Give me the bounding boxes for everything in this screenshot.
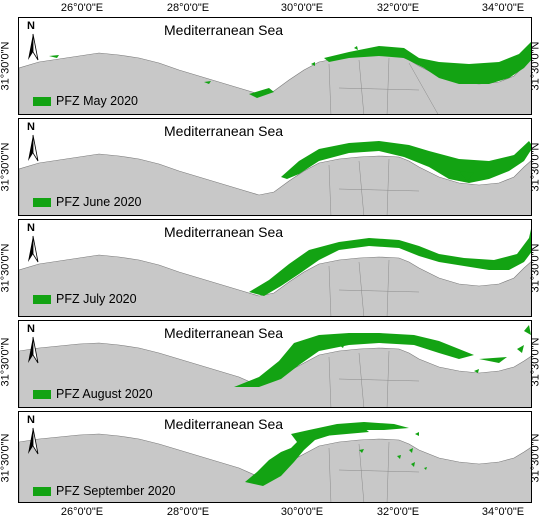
map-canvas-june xyxy=(19,141,531,215)
lat-label-right-june: 31°30'0"N xyxy=(529,142,542,192)
map-panel-may: N Mediterranean Sea PFZ May 2020 xyxy=(18,17,532,115)
map-canvas-august xyxy=(19,325,531,407)
lon-tick-bottom-32: 32°0'0"E xyxy=(376,506,420,518)
north-letter-august: N xyxy=(27,323,35,335)
legend-swatch-may xyxy=(33,96,51,106)
lat-label-left-june: 31°30'0"N xyxy=(0,142,12,192)
pfz-september xyxy=(245,422,409,486)
land-july xyxy=(19,254,531,316)
legend-swatch-august xyxy=(33,389,51,399)
legend-swatch-september xyxy=(33,486,51,496)
lon-tick-top-32: 32°0'0"E xyxy=(376,2,420,14)
land-august xyxy=(19,342,531,407)
north-letter-september: N xyxy=(27,414,35,426)
lat-label-left-august: 31°30'0"N xyxy=(0,337,12,387)
lon-tick-bottom-28: 28°0'0"E xyxy=(166,506,210,518)
lon-tick-bottom-34: 34°0'0"E xyxy=(481,506,525,518)
map-panel-august: N Mediterranean Sea PFZ August 2020 xyxy=(18,320,532,408)
legend-swatch-june xyxy=(33,197,51,207)
north-arrow-icon-july: N xyxy=(23,222,43,266)
north-letter-may: N xyxy=(27,20,35,32)
lat-label-right-may: 31°30'0"N xyxy=(529,41,542,91)
legend-text-july: PFZ July 2020 xyxy=(56,292,137,306)
lon-tick-bottom-26: 26°0'0"E xyxy=(60,506,104,518)
map-panel-july: N Mediterranean Sea PFZ July 2020 xyxy=(18,219,532,317)
sea-label-may: Mediterranean Sea xyxy=(164,22,284,38)
north-letter-june: N xyxy=(27,121,35,133)
sea-label-september: Mediterranean Sea xyxy=(164,416,284,432)
lon-tick-top-34: 34°0'0"E xyxy=(481,2,525,14)
pfz-august xyxy=(234,333,474,387)
north-letter-july: N xyxy=(27,222,35,234)
legend-august: PFZ August 2020 xyxy=(33,387,153,401)
legend-july: PFZ July 2020 xyxy=(33,292,137,306)
pfz-may xyxy=(324,42,531,84)
lat-label-left-september: 31°30'0"N xyxy=(0,433,12,483)
lon-tick-top-28: 28°0'0"E xyxy=(166,2,210,14)
lon-tick-top-26: 26°0'0"E xyxy=(60,2,104,14)
legend-text-june: PFZ June 2020 xyxy=(56,195,142,209)
lat-label-right-september: 31°30'0"N xyxy=(529,433,542,483)
legend-september: PFZ September 2020 xyxy=(33,484,176,498)
land-september xyxy=(19,433,531,502)
legend-text-may: PFZ May 2020 xyxy=(56,94,138,108)
lat-label-left-july: 31°30'0"N xyxy=(0,243,12,293)
map-panel-june: N Mediterranean Sea PFZ June 2020 xyxy=(18,118,532,216)
north-arrow-icon-august: N xyxy=(23,323,43,367)
north-arrow-icon-june: N xyxy=(23,121,43,165)
lon-tick-top-30: 30°0'0"E xyxy=(280,2,324,14)
north-arrow-icon-may: N xyxy=(23,20,43,64)
sea-label-august: Mediterranean Sea xyxy=(164,325,284,341)
legend-june: PFZ June 2020 xyxy=(33,195,141,209)
lon-tick-bottom-30: 30°0'0"E xyxy=(280,506,324,518)
lat-label-right-august: 31°30'0"N xyxy=(529,337,542,387)
map-canvas-september xyxy=(19,422,531,502)
sea-label-june: Mediterranean Sea xyxy=(164,123,284,139)
sea-label-july: Mediterranean Sea xyxy=(164,224,284,240)
lat-label-left-may: 31°30'0"N xyxy=(0,41,12,91)
pfz-july xyxy=(249,229,531,296)
legend-text-september: PFZ September 2020 xyxy=(56,484,176,498)
map-canvas-may xyxy=(19,42,531,114)
legend-swatch-july xyxy=(33,294,51,304)
map-panel-september: N Mediterranean Sea PFZ September 2020 xyxy=(18,411,532,503)
land-june xyxy=(19,153,531,215)
legend-text-august: PFZ August 2020 xyxy=(56,387,153,401)
legend-may: PFZ May 2020 xyxy=(33,94,138,108)
lat-label-right-july: 31°30'0"N xyxy=(529,243,542,293)
north-arrow-icon-september: N xyxy=(23,414,43,458)
map-canvas-july xyxy=(19,229,531,316)
